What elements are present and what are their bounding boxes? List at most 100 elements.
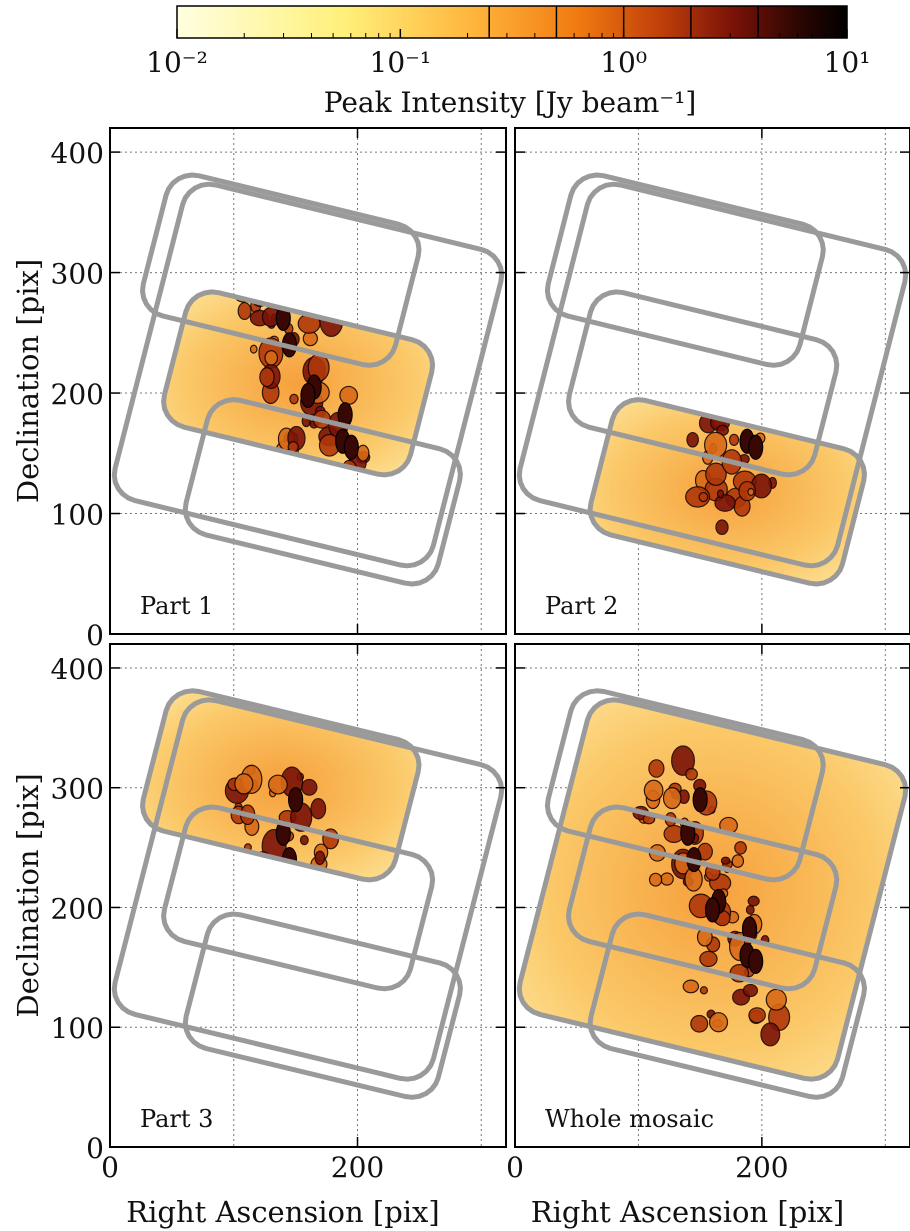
emission-clump	[699, 383, 706, 393]
emission-clump	[686, 431, 699, 448]
emission-clump	[301, 778, 318, 796]
y-tick-label: 300	[51, 258, 104, 291]
emission-clump	[288, 897, 300, 909]
emission-clump	[334, 474, 351, 475]
field-outline-middle	[566, 804, 840, 992]
field-outline-upper	[544, 172, 826, 368]
field-outline-outer	[516, 181, 909, 569]
panel-annotation: Whole mosaic	[545, 1105, 714, 1133]
emission-clump	[317, 1005, 324, 1012]
y-tick-label: 0	[86, 1132, 104, 1165]
emission-clump	[304, 257, 312, 268]
colorbar-tick-label: 10⁰	[600, 46, 647, 79]
emission-clump	[314, 850, 326, 866]
panel-frame	[109, 127, 507, 635]
emission-peak	[307, 889, 321, 913]
emission-clump	[682, 979, 700, 994]
emission-clump	[286, 273, 298, 283]
emission-clump	[648, 872, 663, 887]
emission-peak	[748, 948, 764, 974]
emission-clump	[318, 878, 329, 880]
colorbar-tick-label: 10⁻²	[146, 46, 208, 79]
emission-clump	[727, 372, 740, 389]
emission-clump	[245, 262, 257, 278]
emission-clump	[643, 779, 664, 802]
field-outline-lower	[182, 397, 463, 587]
emission-peak	[288, 291, 304, 298]
emission-clump	[313, 502, 332, 521]
emission-clump	[310, 482, 325, 502]
y-tick-label: 400	[51, 653, 104, 686]
emission-clump	[331, 1001, 343, 1017]
emission-clump	[715, 519, 729, 536]
emission-peak	[711, 399, 727, 400]
emission-clump	[339, 385, 359, 405]
emission-clump	[629, 276, 642, 292]
panel-plot-area	[110, 644, 506, 1147]
field-outline-outer	[111, 181, 505, 569]
y-tick-label: 200	[51, 892, 104, 925]
emission-peak	[301, 898, 315, 922]
x-tick-label: 0	[101, 1151, 119, 1184]
emission-clump	[316, 909, 332, 925]
emission-clump	[687, 325, 696, 335]
emission-clump	[660, 872, 674, 886]
emission-clump	[267, 774, 288, 795]
emission-clump	[684, 273, 691, 280]
emission-clump	[661, 282, 675, 301]
emission-clump	[279, 996, 299, 1021]
emission-clump	[299, 999, 313, 1014]
emission-clump	[305, 998, 325, 1018]
emission-clump	[264, 350, 279, 366]
emission-clump	[688, 376, 698, 389]
emission-clump	[357, 1013, 379, 1043]
emission-clump	[312, 956, 323, 970]
emission-clump	[289, 495, 308, 511]
x-tick-label: 0	[506, 1151, 524, 1184]
emission-clump	[301, 1007, 319, 1024]
panel-2: Part 2	[514, 127, 910, 635]
emission-clump	[289, 393, 299, 405]
emission-clump	[714, 494, 736, 512]
emission-clump	[671, 745, 695, 776]
emission-clump	[257, 291, 282, 305]
emission-peak	[704, 897, 721, 923]
field-outline-outer	[111, 697, 505, 1082]
emission-clump	[357, 1011, 369, 1021]
emission-clump	[247, 247, 265, 269]
emission-clump	[257, 228, 272, 243]
emission-clump	[259, 367, 275, 388]
emission-peak	[692, 787, 708, 813]
emission-clump	[671, 364, 685, 375]
emission-clump	[640, 239, 652, 254]
emission-clump	[325, 468, 334, 475]
emission-clump	[648, 759, 665, 778]
colorbar-label: Peak Intensity [Jy beam⁻¹]	[324, 86, 697, 119]
y-axis-label: Declination [pix]	[11, 773, 45, 1017]
emission-clump	[705, 285, 726, 307]
field-outline-middle	[161, 289, 436, 478]
field-outline-middle	[161, 804, 436, 992]
panel-annotation: Part 1	[140, 592, 213, 620]
emission-clump	[704, 379, 722, 394]
field-outline-lower	[587, 397, 867, 587]
emission-clump	[678, 276, 698, 294]
panel-plot-area	[515, 128, 910, 634]
field-outline-lower	[182, 911, 463, 1100]
emission-clump	[663, 379, 683, 399]
emission-clump	[267, 861, 282, 877]
emission-clump	[304, 871, 312, 879]
x-tick-label: 200	[331, 1151, 384, 1184]
emission-clump	[747, 895, 760, 907]
emission-clump	[655, 258, 670, 276]
emission-clump	[736, 365, 749, 382]
emission-clump	[287, 972, 309, 997]
emission-clump	[657, 317, 667, 328]
colorbar: 10⁻² 10⁻¹ 10⁰ 10¹ Peak Intensity [Jy beam⁻¹…	[146, 5, 870, 119]
emission-clump	[356, 444, 370, 462]
emission-clump	[727, 399, 743, 402]
panel-4: Whole mosaic 0 200 Right Ascension [pix]	[506, 643, 910, 1229]
emission-clump	[700, 399, 724, 410]
emission-peak	[344, 949, 358, 973]
